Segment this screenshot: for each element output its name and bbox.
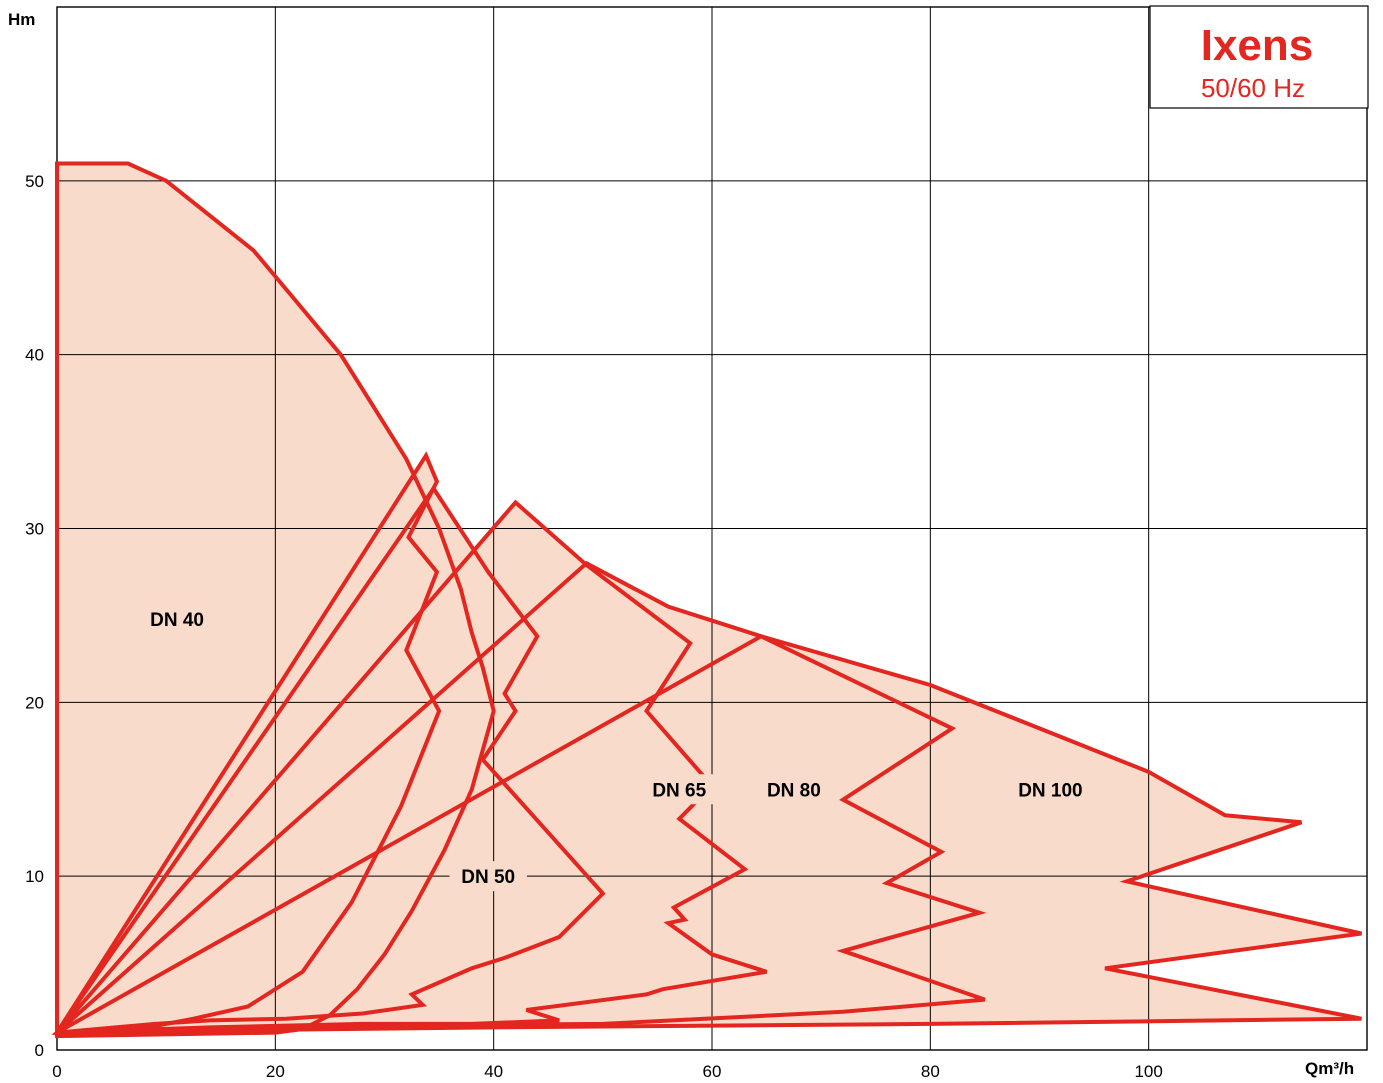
region-label: DN 50 <box>461 867 515 888</box>
region-label: DN 65 <box>652 780 706 801</box>
region-label-bg <box>449 861 527 892</box>
brand-box-frame <box>1149 5 1369 109</box>
brand-box: Ixens 50/60 Hz <box>1149 5 1369 109</box>
brand-name: Ixens <box>1201 21 1314 70</box>
region-label: DN 100 <box>1018 780 1082 801</box>
series-curve-5 <box>51 560 987 1035</box>
region-label-bg <box>1005 774 1095 805</box>
region-label-bg <box>755 774 833 805</box>
region-labels: DN 40 DN 50 DN 65 DN 80 DN 100 <box>138 603 1095 892</box>
y-tick-label: 40 <box>25 346 44 365</box>
series-curve-6 <box>56 634 1362 1035</box>
region-label: DN 80 <box>767 780 821 801</box>
envelope-fill-layer <box>57 163 1362 1037</box>
y-tick-label: 10 <box>25 867 44 886</box>
series-curve-3 <box>52 484 606 1035</box>
x-tick-label: 40 <box>484 1062 503 1081</box>
x-tick-label: 80 <box>921 1062 940 1081</box>
curve-layer <box>51 161 1362 1039</box>
region-label: DN 40 <box>150 610 204 631</box>
region-label-bg <box>640 774 718 805</box>
tick-labels: 0 20 40 60 80 100 0 10 20 30 40 50 <box>25 172 1163 1081</box>
region-label-bg <box>138 603 216 634</box>
y-tick-label: 0 <box>35 1041 44 1060</box>
x-tick-label: 100 <box>1134 1062 1162 1081</box>
x-axis-title: Qm³/h <box>1305 1059 1354 1078</box>
y-axis-title: Hm <box>8 10 35 29</box>
x-tick-label: 60 <box>703 1062 722 1081</box>
y-tick-label: 50 <box>25 172 44 191</box>
y-tick-label: 20 <box>25 693 44 712</box>
x-tick-label: 0 <box>52 1062 61 1081</box>
brand-frequency: 50/60 Hz <box>1201 73 1305 103</box>
x-tick-label: 20 <box>266 1062 285 1081</box>
y-tick-label: 30 <box>25 520 44 539</box>
